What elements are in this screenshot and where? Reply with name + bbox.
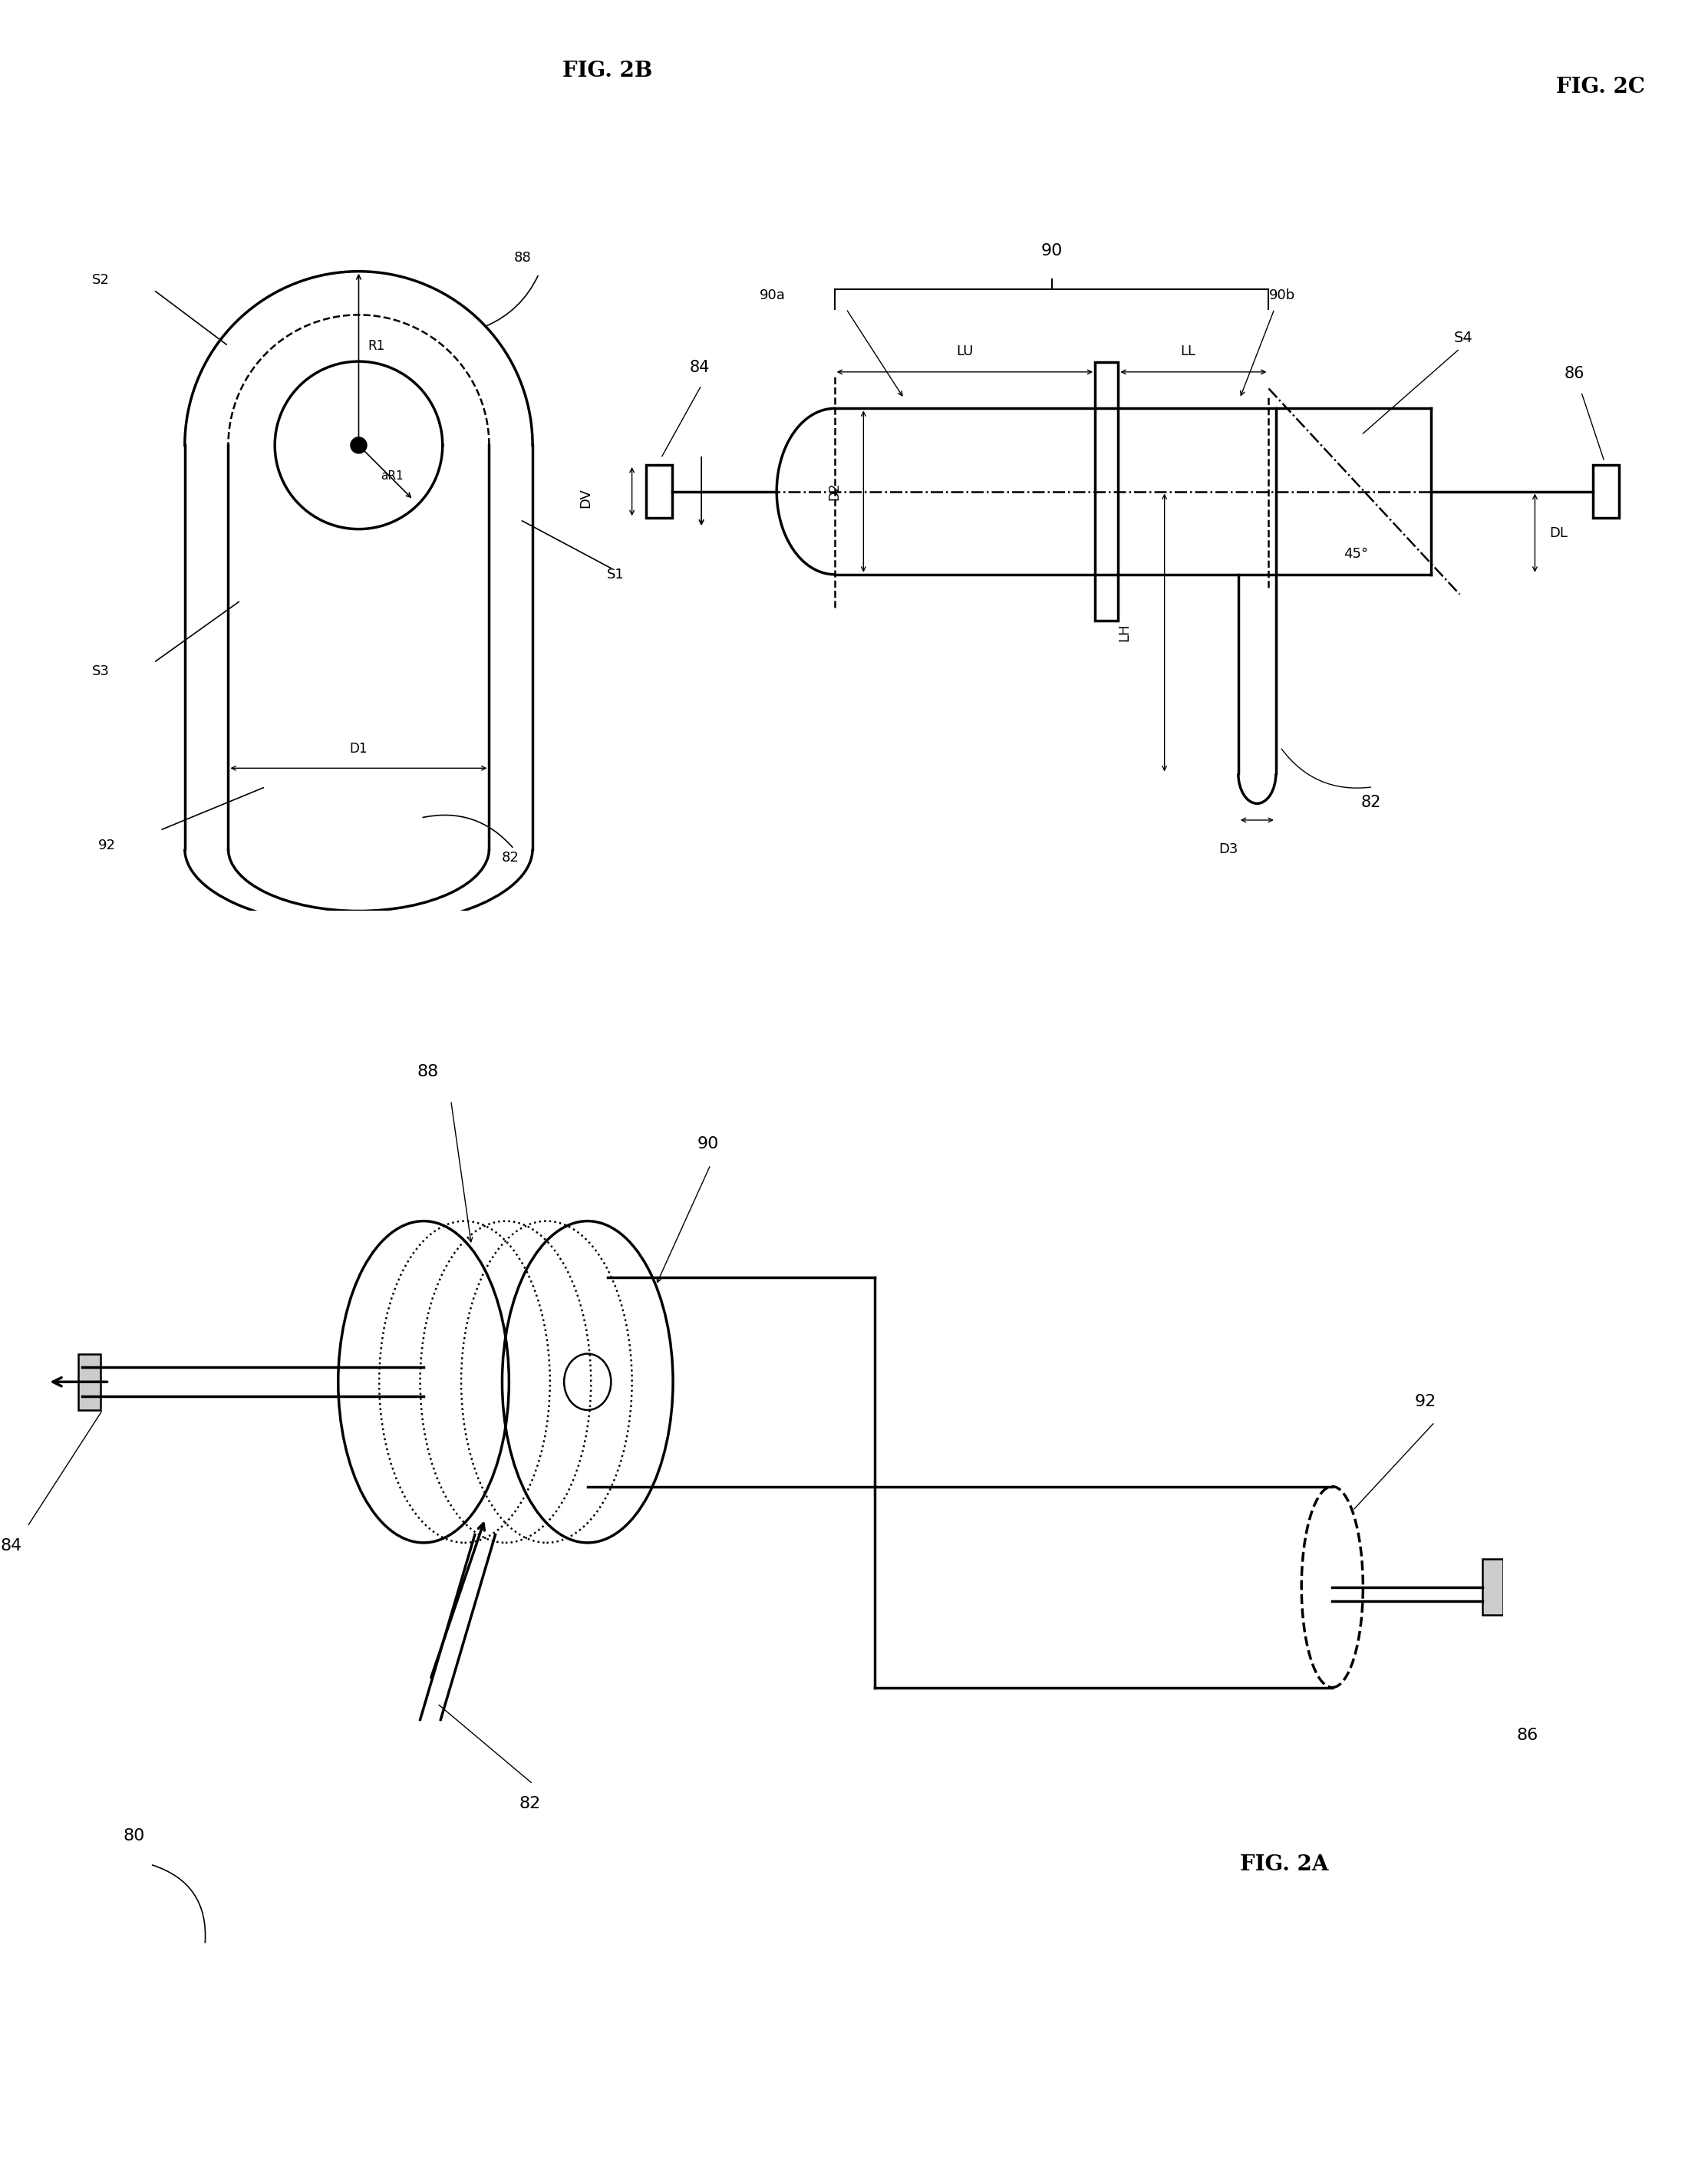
Text: 82: 82 (519, 1795, 541, 1812)
Text: DV: DV (579, 487, 593, 509)
Bar (79, 1353, 101, 1409)
Text: R1: R1 (367, 340, 384, 353)
Text: FIG. 2A: FIG. 2A (1240, 1853, 1329, 1875)
Text: aR1: aR1 (381, 470, 403, 481)
Text: 45°: 45° (1344, 548, 1368, 561)
Text: FIG. 2C: FIG. 2C (1556, 76, 1645, 97)
Text: 90a: 90a (760, 288, 786, 301)
Text: 84: 84 (690, 359, 711, 375)
Bar (1483, 1559, 1503, 1615)
Text: 90b: 90b (1269, 288, 1295, 301)
Text: S3: S3 (92, 665, 109, 678)
Text: 84: 84 (0, 1539, 22, 1554)
Bar (646, 465, 673, 517)
Text: 80: 80 (123, 1827, 145, 1842)
Text: 92: 92 (97, 838, 116, 853)
Text: S1: S1 (606, 567, 625, 582)
Text: FIG. 2B: FIG. 2B (562, 61, 652, 80)
Bar (1594, 465, 1619, 517)
Text: S2: S2 (92, 273, 109, 286)
Text: LU: LU (956, 344, 974, 359)
Text: 82: 82 (502, 851, 519, 864)
Text: 86: 86 (1565, 366, 1585, 381)
Text: 88: 88 (514, 251, 531, 264)
Text: LH: LH (1117, 624, 1131, 641)
Text: 90: 90 (1040, 242, 1062, 260)
Circle shape (350, 437, 367, 452)
Text: 88: 88 (417, 1063, 439, 1080)
Text: DL: DL (1549, 526, 1568, 539)
Text: 86: 86 (1517, 1728, 1539, 1743)
Text: 92: 92 (1414, 1394, 1436, 1409)
Text: LL: LL (1180, 344, 1196, 359)
Text: D1: D1 (350, 743, 367, 756)
Text: 82: 82 (1361, 795, 1382, 810)
Bar (1095, 362, 1119, 621)
Text: 90: 90 (697, 1137, 719, 1152)
Text: D3: D3 (1218, 842, 1238, 857)
Text: S4: S4 (1454, 331, 1472, 344)
Text: D2: D2 (828, 483, 842, 500)
